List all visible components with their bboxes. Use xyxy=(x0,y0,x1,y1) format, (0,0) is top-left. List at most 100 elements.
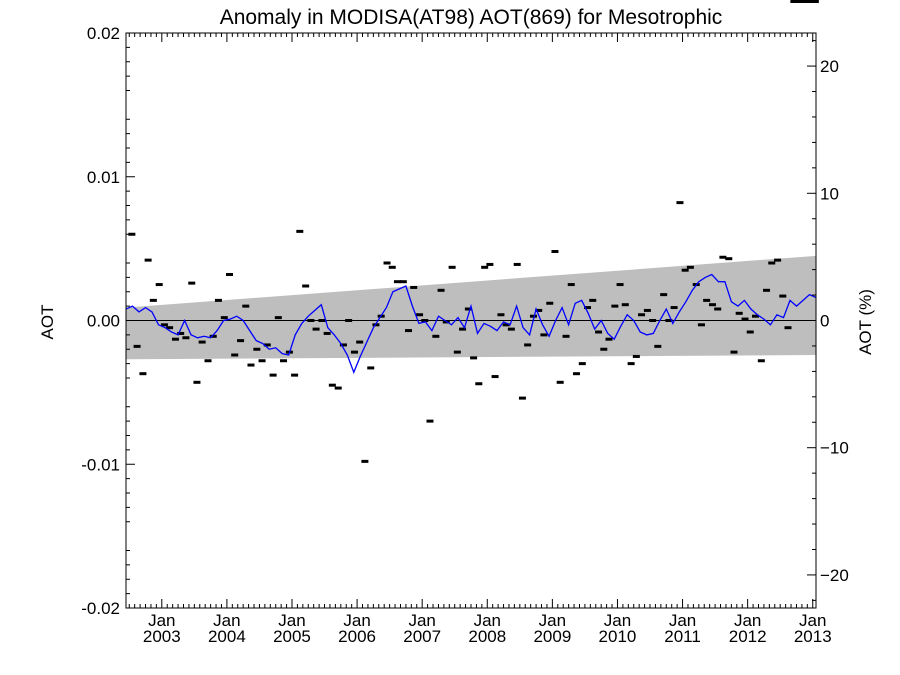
y-axis-label-left: AOT xyxy=(38,305,57,340)
data-point xyxy=(774,258,782,262)
data-point xyxy=(497,313,505,317)
data-point xyxy=(149,298,157,302)
data-point xyxy=(719,255,727,259)
x-tick-label-year: 2011 xyxy=(664,627,701,646)
data-point xyxy=(790,0,798,3)
monthly-anomaly-points xyxy=(128,0,819,463)
data-point xyxy=(649,319,657,322)
x-tick-label-month: Jan xyxy=(213,611,240,630)
x-tick-label-month: Jan xyxy=(343,611,370,630)
data-point xyxy=(751,314,759,318)
x-tick-label-year: 2005 xyxy=(273,627,311,646)
data-point xyxy=(328,383,336,387)
data-point xyxy=(584,306,592,310)
data-point xyxy=(388,265,396,269)
data-point xyxy=(361,459,369,463)
data-point xyxy=(144,258,152,262)
data-point xyxy=(139,372,147,376)
y-axis-label-right: AOT (%) xyxy=(856,289,875,355)
data-point xyxy=(757,359,765,363)
data-point xyxy=(746,330,754,334)
data-point xyxy=(416,313,424,317)
right-y-axis: 20 10 0 −10 −20 xyxy=(807,40,849,601)
chart-title: Anomaly in MODISA(AT98) AOT(869) for Mes… xyxy=(220,6,723,29)
data-point xyxy=(513,262,521,266)
x-tick-label-month: Jan xyxy=(148,611,175,630)
data-point xyxy=(638,313,646,317)
data-point xyxy=(405,329,413,333)
data-point xyxy=(730,350,738,354)
y-right-tick-label: 10 xyxy=(820,184,839,203)
x-tick-label-month: Jan xyxy=(604,611,631,630)
data-point xyxy=(193,380,201,384)
data-point xyxy=(632,354,640,358)
data-point xyxy=(551,250,559,253)
data-point xyxy=(676,201,684,205)
x-axis: Jan2003Jan2004Jan2005Jan2006Jan2007Jan20… xyxy=(128,33,832,646)
data-point xyxy=(231,353,239,357)
data-point xyxy=(800,0,808,3)
y-right-tick-label: −10 xyxy=(820,439,849,458)
data-point xyxy=(491,375,499,379)
data-point xyxy=(703,298,711,302)
data-point xyxy=(345,319,353,322)
x-tick-label-year: 2010 xyxy=(599,627,637,646)
data-point xyxy=(318,319,326,322)
y-tick-label: -0.01 xyxy=(81,455,120,474)
data-point xyxy=(627,362,635,366)
data-point xyxy=(291,373,299,377)
y-tick-label: -0.02 xyxy=(81,599,120,618)
data-point xyxy=(204,359,212,363)
x-tick-label-month: Jan xyxy=(408,611,435,630)
data-point xyxy=(572,372,580,376)
data-point xyxy=(600,347,608,351)
data-point xyxy=(312,327,320,331)
data-point xyxy=(220,316,228,320)
x-tick-label-year: 2006 xyxy=(338,627,376,646)
x-tick-label-year: 2013 xyxy=(794,627,832,646)
data-point xyxy=(242,304,250,308)
data-point xyxy=(681,268,689,272)
data-point xyxy=(133,344,141,348)
plot-area xyxy=(125,0,819,463)
data-point xyxy=(546,301,554,305)
data-point xyxy=(735,311,743,315)
data-point xyxy=(280,359,288,363)
data-point xyxy=(177,331,185,335)
data-point xyxy=(784,326,792,330)
data-point xyxy=(470,356,478,360)
data-point xyxy=(611,304,619,308)
data-point xyxy=(459,327,467,331)
x-tick-label-month: Jan xyxy=(539,611,566,630)
x-tick-label-year: 2008 xyxy=(468,627,506,646)
data-point xyxy=(350,350,358,354)
data-point xyxy=(589,298,597,302)
x-tick-label-year: 2007 xyxy=(403,627,441,646)
data-point xyxy=(166,326,174,330)
y-right-tick-label: −20 xyxy=(820,566,849,585)
data-point xyxy=(269,373,277,377)
data-point xyxy=(155,283,163,287)
data-point xyxy=(502,323,510,327)
y-tick-label: 0.02 xyxy=(87,24,120,43)
y-tick-label: 0.01 xyxy=(87,168,120,187)
x-tick-label-year: 2012 xyxy=(729,627,767,646)
data-point xyxy=(811,0,819,3)
data-point xyxy=(806,0,814,3)
data-point xyxy=(182,336,190,340)
x-tick-label-month: Jan xyxy=(474,611,501,630)
data-point xyxy=(356,340,364,344)
data-point xyxy=(383,261,391,265)
data-point xyxy=(529,314,537,318)
y-right-tick-label: 0 xyxy=(820,312,829,331)
data-point xyxy=(524,343,532,347)
data-point xyxy=(464,307,472,311)
data-point xyxy=(426,419,434,423)
x-tick-label-month: Jan xyxy=(799,611,826,630)
data-point xyxy=(399,280,407,284)
data-point xyxy=(486,262,494,266)
y-tick-label: 0.00 xyxy=(87,312,120,331)
data-point xyxy=(567,283,575,287)
data-point xyxy=(686,265,694,269)
